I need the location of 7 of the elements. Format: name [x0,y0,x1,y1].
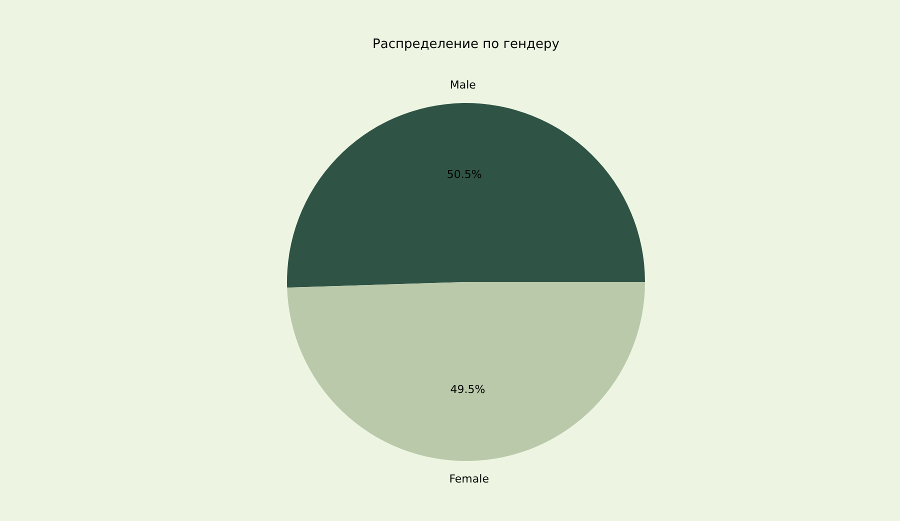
data-label: 50.5% [446,168,482,182]
pie-slice [287,103,645,288]
slice-label: Female [449,472,490,486]
pie-slice [287,282,645,461]
data-label: 49.5% [450,382,486,396]
chart-title: Распределение по гендеру [372,37,560,52]
slice-label: Male [450,78,476,92]
